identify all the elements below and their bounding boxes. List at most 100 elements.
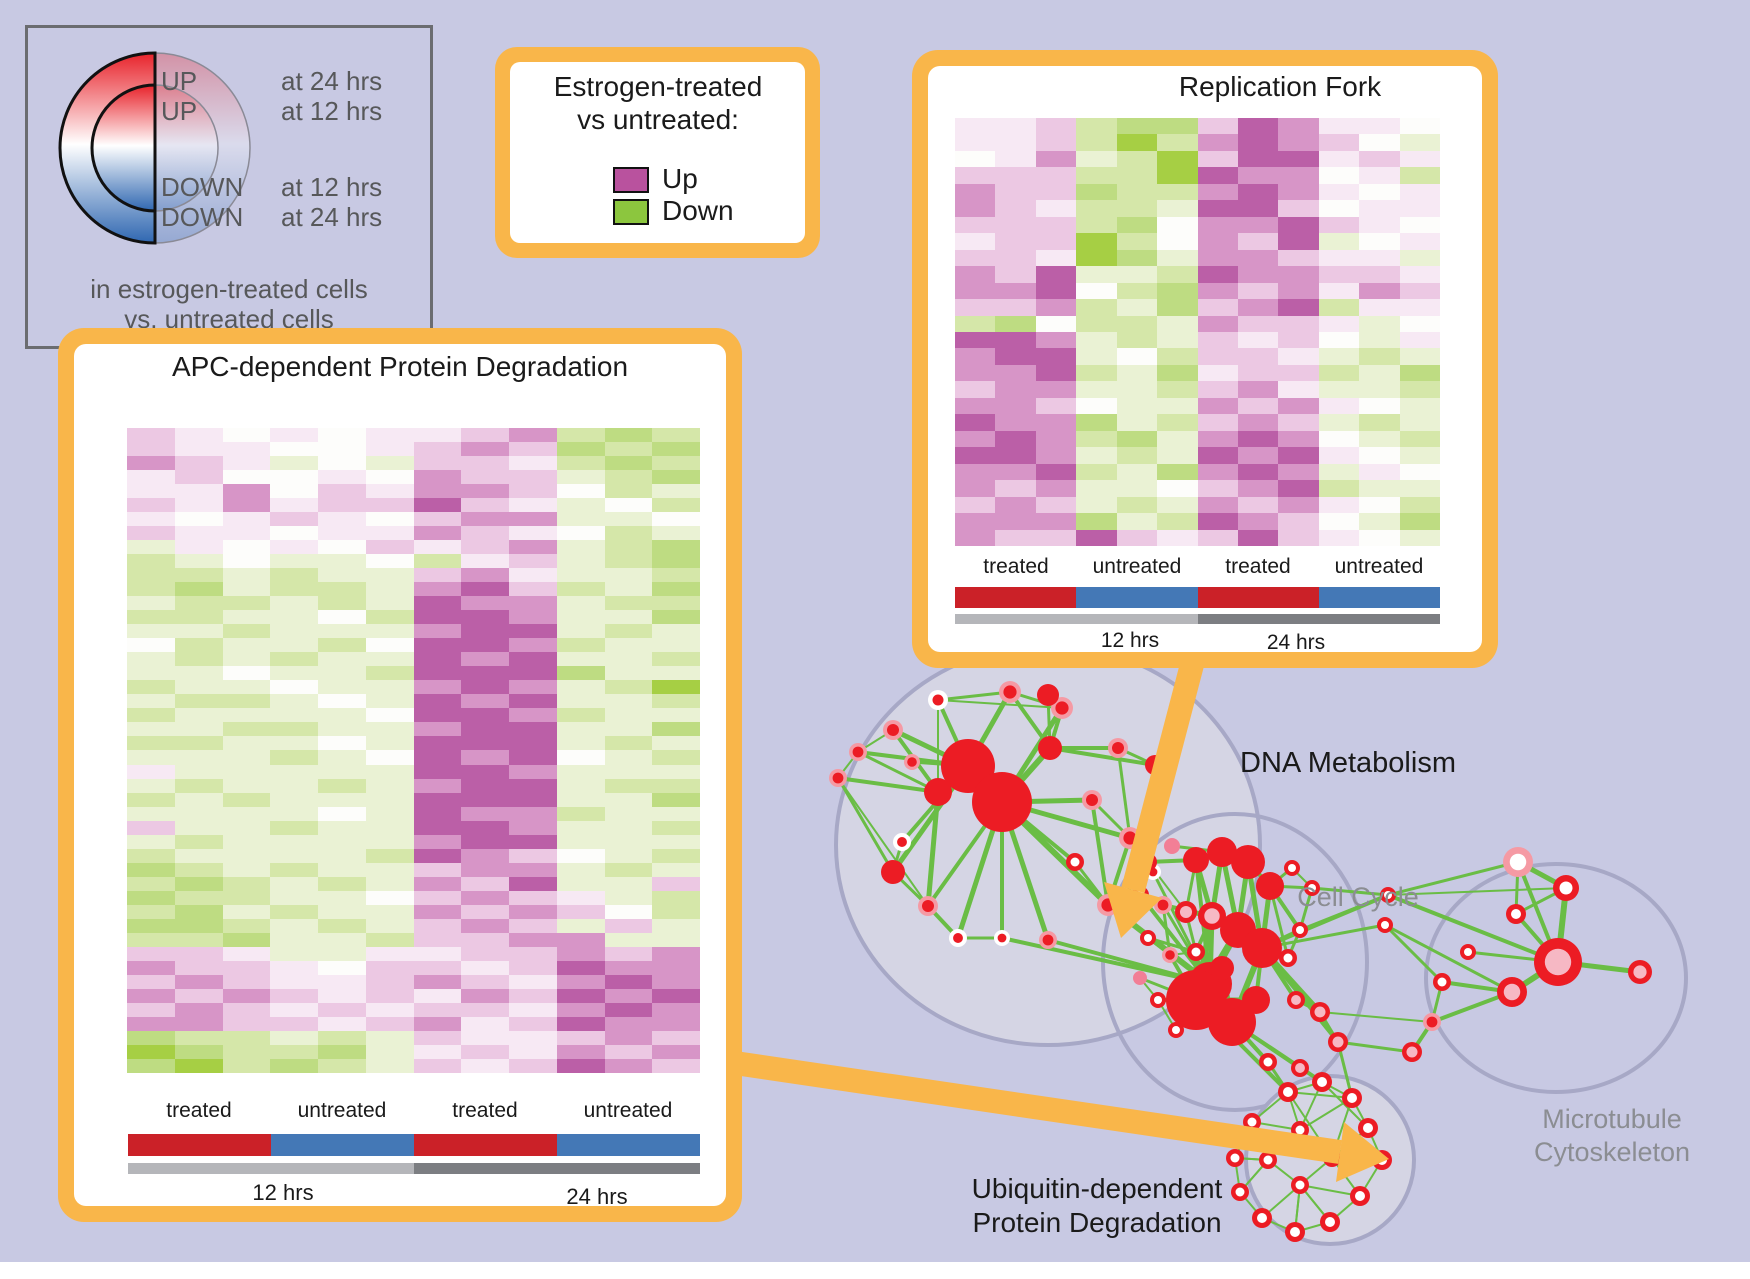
heatmap-cell <box>127 568 175 583</box>
heatmap-cell <box>413 764 462 779</box>
heatmap-cell <box>222 582 271 597</box>
heatmap-cell <box>604 876 653 891</box>
heatmap-cell <box>270 428 318 443</box>
network-node-center <box>1086 794 1098 806</box>
heatmap-cell <box>1237 134 1279 151</box>
heatmap-cell <box>652 666 700 681</box>
heatmap-cell <box>1237 200 1279 217</box>
heatmap-cell <box>174 456 223 471</box>
heatmap-cell <box>1399 430 1440 448</box>
heatmap-cell <box>604 918 653 933</box>
network-edge <box>1337 1040 1413 1054</box>
heatmap-cell <box>1399 150 1440 168</box>
heatmap-cell <box>174 1016 223 1031</box>
heatmap-cell <box>509 610 557 625</box>
heatmap-cell <box>1197 282 1238 300</box>
heatmap-cell <box>509 848 557 863</box>
heatmap-cell <box>318 750 366 765</box>
heatmap-cell <box>461 624 509 639</box>
heatmap-cell <box>222 792 271 807</box>
heatmap-cell <box>995 381 1036 398</box>
heatmap-cell <box>955 480 996 497</box>
heatmap-cell <box>1116 200 1158 217</box>
legend-down24-dir: DOWN <box>161 202 244 232</box>
heatmap-cell <box>955 331 996 349</box>
heatmap-cell <box>318 568 366 583</box>
heatmap-cell <box>1399 249 1440 267</box>
heatmap-cell <box>1278 529 1319 546</box>
heatmap-cell <box>365 1016 414 1031</box>
heatmap-cell <box>222 960 271 975</box>
heatmap-cell <box>318 890 366 905</box>
heatmap-cell <box>1157 315 1198 332</box>
network-node-center <box>1070 857 1080 867</box>
heatmap-cell <box>604 946 653 961</box>
network-node-center <box>1308 884 1316 892</box>
heatmap-cell <box>461 694 509 709</box>
heatmap-cell <box>1237 183 1279 201</box>
heatmap-cell <box>652 834 700 849</box>
heatmap-cell <box>1157 397 1198 415</box>
heatmap-cell <box>270 1016 318 1031</box>
heatmap-cell <box>1278 447 1319 464</box>
heatmap-cell <box>1076 381 1117 398</box>
heatmap-cell <box>1197 397 1238 415</box>
apc-title: APC-dependent Protein Degradation <box>171 351 629 382</box>
heatmap-cell <box>461 778 509 793</box>
heatmap-cell <box>365 470 414 485</box>
heatmap-cell <box>270 484 318 499</box>
heatmap-cell <box>652 680 700 695</box>
heatmap-cell <box>318 946 366 961</box>
heatmap-cell <box>556 498 605 513</box>
network-node-center <box>1347 1093 1357 1103</box>
heatmap-cell <box>127 918 175 933</box>
network-node-center <box>1112 742 1124 754</box>
heatmap-cell <box>995 529 1036 546</box>
heatmap-cell <box>413 876 462 891</box>
heatmap-cell <box>222 750 271 765</box>
heatmap-cell <box>1278 364 1319 382</box>
heatmap-cell <box>604 848 653 863</box>
heatmap-cell <box>1318 282 1360 300</box>
heatmap-cell <box>461 638 509 653</box>
heatmap-cell <box>1157 266 1198 283</box>
heatmap-cell <box>127 764 175 779</box>
network-edge <box>937 690 1011 702</box>
heatmap-cell <box>413 974 462 989</box>
heatmap-cell <box>1076 496 1117 514</box>
heatmap-cell <box>652 1044 700 1059</box>
heatmap-cell <box>1197 496 1238 514</box>
microtubule-label-line1: Microtubule <box>1542 1104 1682 1134</box>
heatmap-cell <box>270 1002 318 1017</box>
heatmap-cell <box>995 331 1036 349</box>
rf-24hrs-label: 24 hrs <box>1266 631 1326 654</box>
heatmap-cell <box>222 638 271 653</box>
heatmap-cell <box>270 792 318 807</box>
heatmap-cell <box>1157 480 1198 497</box>
down-color-swatch <box>613 199 649 225</box>
heatmap-cell <box>461 568 509 583</box>
heatmap-cell <box>413 722 462 737</box>
network-node <box>1208 998 1256 1046</box>
heatmap-cell <box>1035 150 1077 168</box>
heatmap-cell <box>222 484 271 499</box>
heatmap-cell <box>318 456 366 471</box>
heatmap-cell <box>318 540 366 555</box>
heatmap-cell <box>1318 513 1360 530</box>
rf-group-label-4: untreated <box>1334 555 1424 578</box>
heatmap-cell <box>1318 414 1360 431</box>
heatmap-cell <box>1399 496 1440 514</box>
heatmap-cell <box>1359 216 1400 234</box>
heatmap-cell <box>1116 150 1158 168</box>
heatmap-cell <box>1197 167 1238 184</box>
arrow-apc-to-network <box>726 1050 1389 1182</box>
heatmap-cell <box>270 960 318 975</box>
heatmap-cell <box>652 820 700 835</box>
heatmap-cell <box>127 960 175 975</box>
heatmap-cell <box>270 708 318 723</box>
heatmap-cell <box>1116 414 1158 431</box>
heatmap-cell <box>604 638 653 653</box>
heatmap-cell <box>461 554 509 569</box>
heatmap-cell <box>1116 430 1158 448</box>
heatmap-cell <box>318 988 366 1003</box>
